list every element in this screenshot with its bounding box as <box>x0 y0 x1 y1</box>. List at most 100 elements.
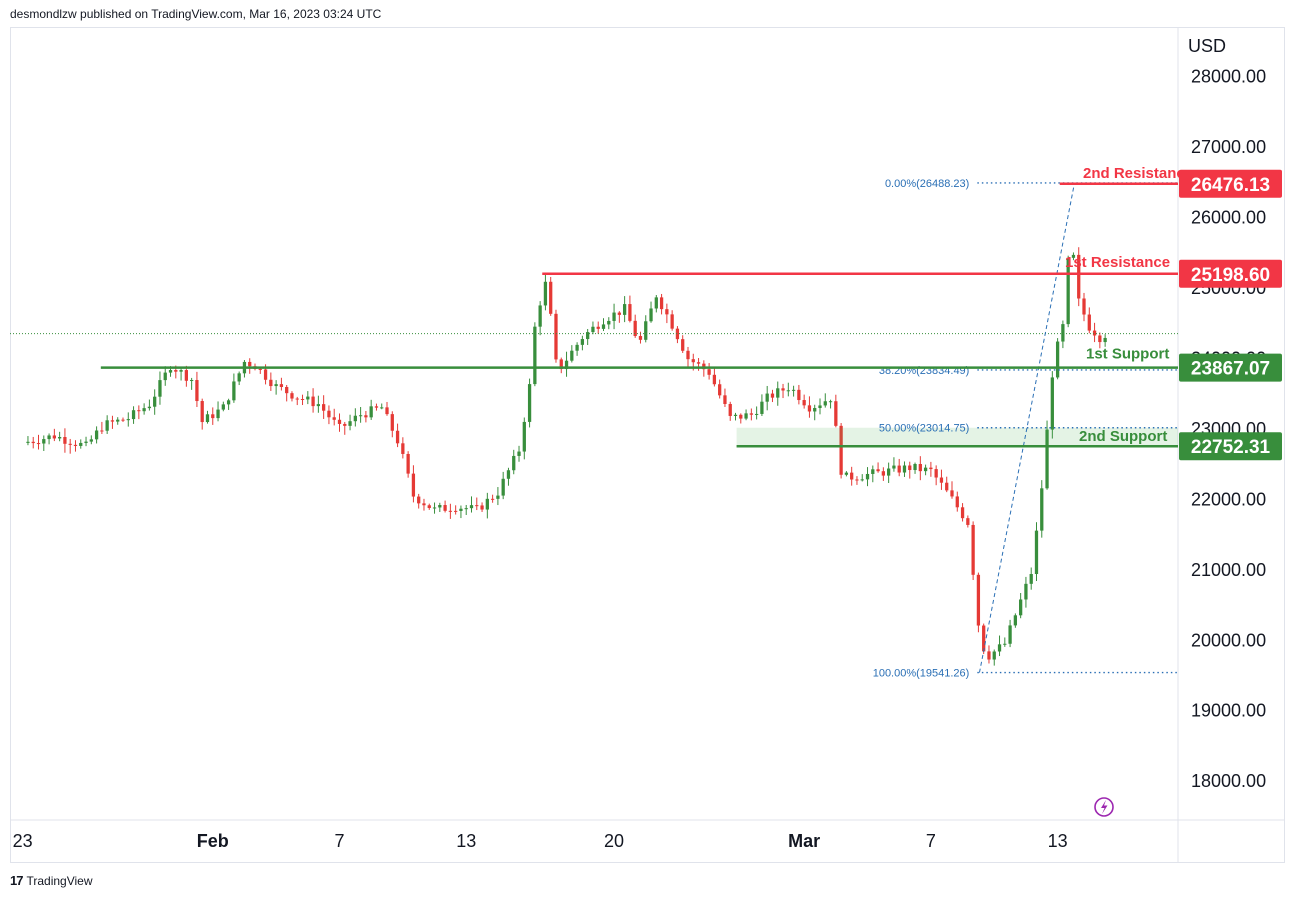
candle-body <box>718 384 722 396</box>
candle-body <box>290 393 294 399</box>
candle-body <box>443 505 447 511</box>
candle-body <box>316 404 321 407</box>
candle-body <box>527 384 532 422</box>
candle-body <box>633 320 637 337</box>
candle-body <box>31 441 35 444</box>
candle-body <box>791 389 796 391</box>
candle-body <box>887 468 891 476</box>
candle-body <box>992 651 996 660</box>
y-tick-label: 22000.00 <box>1191 489 1266 509</box>
price-tag <box>1179 432 1282 461</box>
candle-body <box>744 413 748 419</box>
y-tick-label: 28000.00 <box>1191 66 1266 86</box>
candle-body <box>343 423 347 426</box>
y-tick-label: 20000.00 <box>1191 630 1266 650</box>
candle-body <box>665 309 669 315</box>
candle-body <box>512 455 516 471</box>
candle-body <box>601 324 606 329</box>
chart-frame <box>10 27 1285 863</box>
candle-body <box>923 467 928 472</box>
x-tick-label: 13 <box>456 831 476 851</box>
candle-body <box>834 401 838 426</box>
candle-body <box>232 381 236 401</box>
candle-body <box>464 508 468 510</box>
candle-body <box>860 479 864 481</box>
level-name-label: 2nd Resistance <box>1083 165 1193 182</box>
candle-body <box>934 469 938 478</box>
x-tick-label: 13 <box>1048 831 1068 851</box>
candle-body <box>976 574 981 626</box>
candle-body <box>374 406 379 408</box>
candle-body <box>427 505 431 508</box>
candle-body <box>269 379 273 387</box>
candle-body <box>369 406 373 418</box>
candle-body <box>89 439 93 442</box>
candle-body <box>607 320 611 325</box>
y-tick-label: 21000.00 <box>1191 560 1266 580</box>
candle-body <box>1071 254 1076 258</box>
lightning-icon[interactable] <box>1094 797 1114 817</box>
candle-body <box>971 524 975 575</box>
candle-body <box>987 651 991 660</box>
candle-body <box>417 496 421 504</box>
candle-body <box>311 396 315 407</box>
candle-body <box>195 380 199 402</box>
candle-body <box>184 370 188 381</box>
candle-body <box>279 384 284 387</box>
x-tick-label: 7 <box>334 831 344 851</box>
candle-body <box>1034 530 1039 575</box>
y-tick-label: 19000.00 <box>1191 701 1266 721</box>
y-tick-label: 26000.00 <box>1191 207 1266 227</box>
candle-body <box>153 396 157 407</box>
candle-body <box>749 413 753 415</box>
level-name-label: 1st Support <box>1086 346 1169 363</box>
candle-body <box>1098 335 1102 343</box>
candle-body <box>1087 314 1091 331</box>
candle-body <box>908 465 912 471</box>
candle-body <box>1003 643 1007 645</box>
candle-body <box>190 380 194 382</box>
candle-body <box>1019 599 1023 616</box>
candle-body <box>131 410 136 420</box>
candle-body <box>385 407 389 415</box>
candle-body <box>205 414 210 423</box>
candle-body <box>644 321 648 340</box>
candle-body <box>438 505 442 508</box>
candle-body <box>158 380 162 397</box>
candle-body <box>501 478 505 496</box>
candle-body <box>591 326 595 333</box>
candle-body <box>622 304 627 315</box>
candle-body <box>73 444 78 446</box>
candle-body <box>57 437 62 439</box>
candle-body <box>945 482 949 491</box>
price-tag <box>1179 169 1282 198</box>
candle-body <box>496 495 500 499</box>
candle-body <box>918 463 922 472</box>
candle-body <box>1092 330 1097 336</box>
candle-body <box>1024 583 1028 600</box>
candle-body <box>300 399 305 401</box>
price-tag-label: 25198.60 <box>1191 265 1270 286</box>
candle-body <box>723 395 727 404</box>
candle-body <box>137 410 141 412</box>
candle-body <box>1055 341 1060 378</box>
level-name-label: 1st Resistance <box>1065 254 1170 271</box>
candle-body <box>586 332 590 340</box>
candle-body <box>929 467 933 470</box>
time-axis: 23 Feb 7 13 20 Mar 7 13 <box>13 831 1068 851</box>
candle-body <box>813 408 817 412</box>
candle-body <box>707 369 711 375</box>
candle-body <box>216 409 220 419</box>
footer: 17 TradingView <box>10 873 93 888</box>
candle-body <box>865 473 870 480</box>
candle-body <box>517 451 521 456</box>
candle-body <box>982 625 986 652</box>
candle-body <box>939 477 944 483</box>
candle-body <box>675 328 680 340</box>
candle-body <box>422 503 426 506</box>
y-tick-label: 27000.00 <box>1191 137 1266 157</box>
candle-body <box>26 441 30 443</box>
x-tick-label: 23 <box>13 831 33 851</box>
candle-body <box>1045 429 1049 489</box>
